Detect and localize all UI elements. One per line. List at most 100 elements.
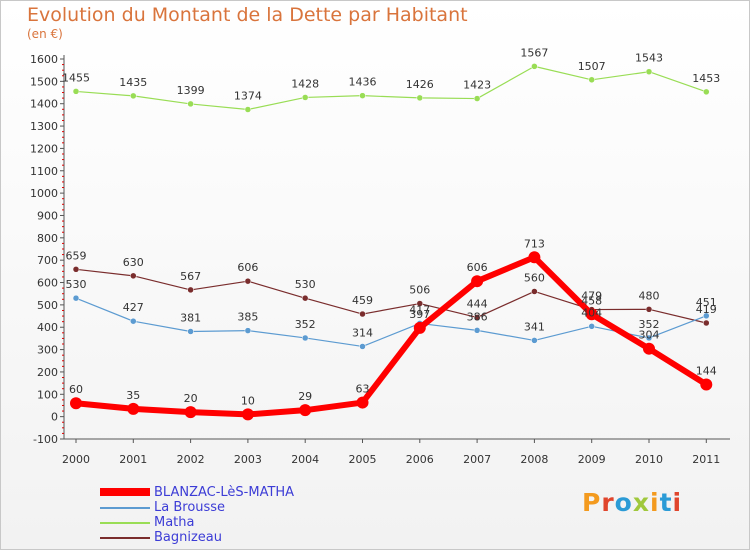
data-point [130, 317, 137, 325]
data-point [359, 343, 366, 350]
data-label: 304 [639, 329, 660, 342]
data-label: 458 [581, 294, 602, 307]
data-point [473, 314, 481, 321]
data-label: 606 [237, 261, 258, 274]
data-label: 341 [524, 320, 545, 333]
y-tick-label: 1500 [30, 75, 58, 88]
x-tick-label: 2011 [692, 453, 720, 466]
data-label: 1426 [406, 78, 434, 91]
logo-letter: i [672, 488, 683, 517]
data-point [531, 288, 538, 295]
data-point [130, 272, 137, 280]
y-tick-label: 400 [37, 321, 58, 334]
data-point [413, 321, 426, 334]
y-tick-label: 300 [37, 344, 58, 357]
x-tick-label: 2003 [234, 453, 262, 466]
data-point [585, 308, 598, 321]
data-label: 479 [581, 290, 602, 303]
data-label: 10 [241, 394, 255, 407]
data-point [703, 88, 710, 96]
x-tick-label: 2002 [177, 453, 205, 466]
x-tick-label: 2008 [520, 453, 548, 466]
data-point [241, 408, 254, 421]
data-label: 606 [467, 261, 488, 274]
x-tick-label: 2000 [62, 453, 90, 466]
data-label: 352 [295, 318, 316, 331]
data-label: 1423 [463, 79, 491, 92]
data-label: 659 [66, 249, 87, 262]
data-point [72, 294, 80, 302]
y-tick-label: 900 [37, 209, 58, 222]
series-line-1 [75, 297, 707, 348]
data-label: 427 [123, 301, 144, 314]
y-tick-label: 700 [37, 254, 58, 267]
legend-label-blanzac: BLANZAC-LèS-MATHA [154, 485, 295, 500]
data-label: 713 [524, 237, 545, 250]
y-tick-label: 1100 [30, 165, 58, 178]
data-point [645, 306, 653, 313]
data-label: 1567 [520, 46, 548, 59]
data-point [70, 397, 82, 410]
x-tick-label: 2005 [349, 453, 377, 466]
y-tick-label: -100 [33, 433, 58, 446]
x-tick-label: 2001 [119, 453, 147, 466]
data-label: 1507 [578, 60, 606, 73]
legend-label-bagnizeau: Bagnizeau [154, 530, 223, 545]
data-point [473, 95, 481, 102]
data-point [130, 92, 137, 100]
x-tick-label: 2006 [406, 453, 434, 466]
chart-subtitle: (en €) [27, 27, 63, 41]
data-label: 397 [409, 308, 430, 321]
data-point [72, 88, 80, 95]
data-label: 144 [696, 364, 717, 377]
legend-swatch-bagnizeau [100, 537, 150, 539]
data-point [187, 100, 194, 108]
logo-letter: o [614, 488, 633, 517]
y-tick-label: 1200 [30, 142, 58, 155]
legend-swatch-matha [100, 522, 150, 524]
data-label: 560 [524, 271, 545, 284]
legend-swatch-blanzac [100, 488, 150, 496]
data-label: 29 [298, 390, 312, 403]
data-point [588, 323, 595, 330]
logo-letter: i [650, 488, 660, 517]
data-label: 381 [180, 311, 201, 324]
data-label: 63 [356, 383, 370, 396]
data-label: 530 [295, 278, 316, 291]
data-point [301, 94, 309, 101]
data-label: 1428 [291, 77, 319, 90]
data-label: 417 [409, 303, 430, 316]
y-tick-label: 100 [37, 388, 58, 401]
proxiti-logo: Proxiti [582, 488, 682, 517]
x-tick-label: 2004 [291, 453, 319, 466]
data-label: 1399 [177, 84, 205, 97]
series-line-2 [75, 65, 707, 111]
y-tick-label: 0 [51, 411, 58, 424]
data-label: 567 [180, 270, 201, 283]
series-line-3 [75, 268, 707, 324]
data-point [244, 277, 252, 285]
data-point [416, 94, 424, 102]
legend-label-la-brousse: La Brousse [154, 500, 226, 515]
y-tick-label: 600 [37, 277, 58, 290]
data-point [531, 337, 538, 344]
data-point [588, 76, 595, 84]
chart-title: Evolution du Montant de la Dette par Hab… [27, 4, 468, 26]
data-point [645, 334, 653, 342]
data-label: 352 [639, 318, 660, 331]
data-label: 1455 [62, 71, 90, 84]
data-label: 1374 [234, 90, 262, 103]
data-label: 530 [66, 278, 87, 291]
series-line-0 [73, 254, 710, 418]
y-tick-label: 500 [37, 299, 58, 312]
data-label: 385 [237, 311, 258, 324]
y-tick-label: 800 [37, 232, 58, 245]
data-point [645, 68, 653, 75]
data-point [187, 328, 194, 335]
data-point [528, 251, 541, 264]
data-point [187, 286, 194, 294]
data-label: 404 [581, 306, 602, 319]
data-point [473, 327, 481, 334]
y-tick-label: 1400 [30, 98, 58, 111]
data-point [301, 294, 309, 302]
